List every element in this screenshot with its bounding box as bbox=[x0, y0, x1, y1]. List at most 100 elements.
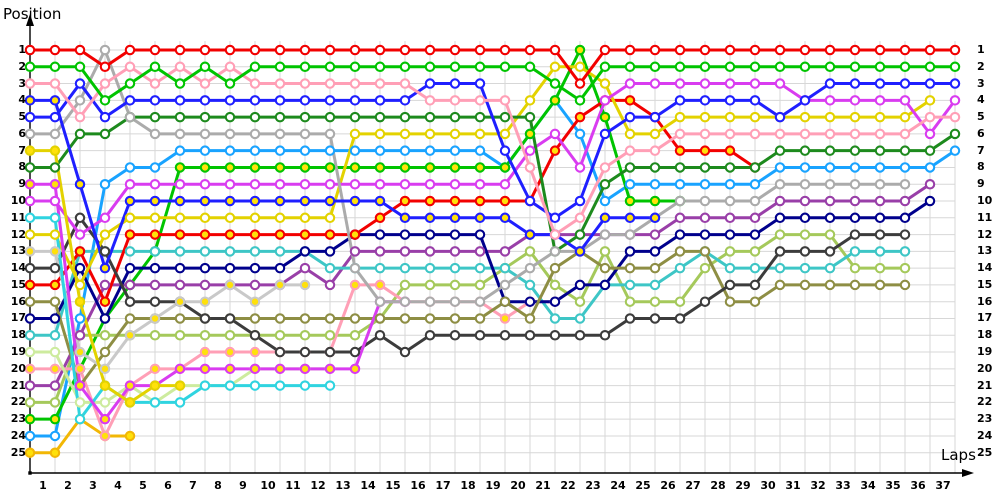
marker-car-pink bbox=[574, 212, 586, 224]
marker-car-purple bbox=[124, 279, 136, 291]
marker-car-blue-yellow bbox=[349, 195, 361, 207]
x-tick: 26 bbox=[660, 479, 676, 492]
marker-car-olive bbox=[299, 313, 311, 324]
marker-car-olive bbox=[274, 313, 286, 324]
marker-car-black bbox=[249, 330, 261, 341]
marker-car-blue bbox=[424, 78, 436, 89]
marker-car-purple bbox=[99, 279, 111, 291]
marker-car-magenta bbox=[374, 178, 386, 190]
marker-car-darkgreen bbox=[799, 145, 811, 156]
marker-car-lightblue bbox=[124, 162, 136, 173]
marker-car-olive bbox=[624, 262, 636, 274]
y-tick-left: 3 bbox=[18, 76, 26, 90]
marker-car-darkgreen bbox=[74, 128, 86, 140]
marker-car-turquoise bbox=[424, 262, 436, 274]
marker-car-olive bbox=[774, 279, 786, 291]
marker-car-lightblue bbox=[24, 430, 36, 442]
marker-car-silver-yellow bbox=[249, 296, 261, 307]
marker-car-palegreen bbox=[74, 397, 86, 408]
marker-car-pink bbox=[124, 61, 136, 73]
marker-car-gray bbox=[849, 178, 861, 190]
marker-car-turquoise bbox=[849, 246, 861, 257]
marker-car-lightblue bbox=[724, 178, 736, 190]
marker-car-gray bbox=[99, 44, 111, 56]
y-tick-left: 19 bbox=[10, 345, 26, 359]
marker-car-blue-yellow bbox=[224, 195, 236, 207]
marker-car-yellow bbox=[99, 229, 111, 240]
marker-car-yellow-2 bbox=[99, 380, 111, 391]
marker-car-lightgreen bbox=[324, 330, 336, 341]
marker-car-pink-yellow bbox=[224, 346, 236, 358]
marker-car-green bbox=[49, 61, 61, 73]
marker-car-gray bbox=[699, 195, 711, 207]
marker-car-lightgreen bbox=[49, 397, 61, 408]
marker-car-darkgreen bbox=[349, 111, 361, 123]
marker-car-black bbox=[849, 229, 861, 240]
marker-car-lightgreen bbox=[274, 330, 286, 341]
marker-car-gray bbox=[324, 128, 336, 140]
marker-car-green bbox=[549, 78, 561, 89]
marker-car-yellow bbox=[224, 212, 236, 224]
marker-car-pink bbox=[24, 78, 36, 89]
marker-car-green-yellow bbox=[649, 195, 661, 207]
y-tick-right: 17 bbox=[977, 311, 993, 325]
marker-car-red-yellow bbox=[49, 279, 61, 291]
y-tick-left: 13 bbox=[10, 244, 26, 258]
marker-car-black bbox=[624, 313, 636, 324]
marker-car-lightblue bbox=[74, 313, 86, 324]
marker-car-yellow bbox=[624, 128, 636, 140]
marker-car-darkgreen bbox=[749, 162, 761, 173]
marker-car-green bbox=[174, 78, 186, 89]
marker-car-olive bbox=[24, 296, 36, 307]
marker-car-olive bbox=[649, 262, 661, 274]
marker-car-darkgreen bbox=[399, 111, 411, 123]
marker-car-green bbox=[249, 61, 261, 73]
marker-car-pink bbox=[774, 128, 786, 140]
marker-car-brightcyan bbox=[49, 212, 61, 224]
marker-car-magenta-yellow bbox=[99, 413, 111, 425]
marker-car-yellow bbox=[449, 128, 461, 140]
marker-car-olive bbox=[449, 313, 461, 324]
y-tick-right: 23 bbox=[977, 412, 993, 426]
marker-car-purple bbox=[649, 229, 661, 240]
marker-car-green bbox=[899, 61, 911, 73]
marker-car-lightgreen bbox=[599, 246, 611, 257]
marker-car-black bbox=[199, 313, 211, 324]
y-tick-right: 9 bbox=[977, 177, 985, 191]
marker-car-turquoise bbox=[899, 246, 911, 257]
marker-car-red-yellow bbox=[249, 229, 261, 240]
marker-car-green bbox=[724, 61, 736, 73]
marker-car-lightgreen bbox=[774, 229, 786, 240]
marker-car-pink bbox=[49, 78, 61, 89]
marker-car-lightblue bbox=[699, 178, 711, 190]
x-tick: 18 bbox=[460, 479, 476, 492]
marker-car-lightblue bbox=[199, 145, 211, 156]
marker-car-yellow bbox=[899, 111, 911, 123]
marker-car-purple bbox=[74, 330, 86, 341]
marker-car-blue bbox=[674, 95, 686, 106]
marker-car-magenta-yellow bbox=[124, 380, 136, 391]
x-tick: 10 bbox=[260, 479, 276, 492]
marker-car-black bbox=[224, 313, 236, 324]
marker-car-darkgreen bbox=[249, 111, 261, 123]
y-tick-right: 6 bbox=[977, 126, 985, 140]
marker-car-red bbox=[199, 44, 211, 56]
marker-car-black bbox=[874, 229, 886, 240]
marker-car-gray bbox=[774, 178, 786, 190]
marker-car-magenta bbox=[424, 178, 436, 190]
y-tick-right: 2 bbox=[977, 59, 985, 73]
marker-car-green bbox=[574, 95, 586, 106]
marker-car-yellow bbox=[599, 78, 611, 89]
marker-car-magenta bbox=[574, 162, 586, 173]
marker-car-blue-yellow bbox=[474, 212, 486, 224]
marker-car-purple bbox=[199, 279, 211, 291]
marker-car-navy bbox=[874, 212, 886, 224]
marker-car-red bbox=[224, 44, 236, 56]
marker-car-lightgreen bbox=[399, 279, 411, 291]
marker-car-olive bbox=[699, 246, 711, 257]
marker-car-lightblue bbox=[674, 178, 686, 190]
marker-car-darkgreen bbox=[724, 162, 736, 173]
marker-car-turquoise bbox=[774, 262, 786, 274]
marker-car-brightcyan bbox=[24, 212, 36, 224]
marker-car-yellow bbox=[749, 111, 761, 123]
